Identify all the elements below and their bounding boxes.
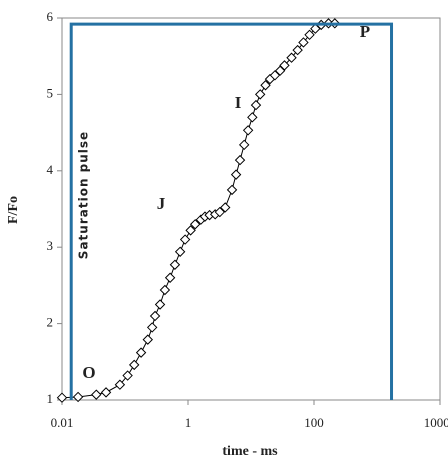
- y-tick-label: 5: [47, 85, 54, 100]
- annotation: P: [360, 22, 370, 41]
- data-point: [174, 246, 186, 257]
- x-tick-label: 0.01: [51, 415, 74, 430]
- data-point: [189, 219, 201, 230]
- y-tick-label: 6: [47, 9, 54, 24]
- data-point: [164, 272, 176, 283]
- data-point: [260, 80, 271, 91]
- data-point: [179, 234, 191, 245]
- y-tick-label: 1: [47, 391, 54, 406]
- data-point: [247, 112, 258, 123]
- data-point: [159, 284, 171, 296]
- data-point: [238, 139, 250, 151]
- data-point: [304, 29, 315, 41]
- x-tick-label: 1: [185, 415, 192, 430]
- y-axis-title: F/Fo: [6, 196, 21, 224]
- data-point: [142, 334, 153, 345]
- annotation: O: [82, 363, 95, 382]
- data-point: [100, 387, 112, 398]
- data-line: [61, 22, 335, 399]
- data-point: [298, 37, 309, 48]
- data-point: [214, 206, 226, 218]
- data-point: [56, 392, 68, 403]
- x-tick-label: 10000: [424, 415, 448, 430]
- y-tick-label: 2: [47, 315, 54, 330]
- data-point: [230, 169, 242, 180]
- data-point: [72, 391, 84, 403]
- x-axis-title: time - ms: [222, 444, 278, 459]
- plot-frame: [61, 17, 441, 401]
- data-point: [269, 70, 281, 81]
- data-point: [234, 154, 246, 166]
- data-point: [250, 99, 262, 111]
- data-point: [286, 52, 297, 63]
- pulse-label: Saturation pulse: [77, 131, 91, 259]
- data-point: [292, 44, 303, 56]
- data-point: [114, 379, 126, 390]
- data-point: [128, 359, 140, 371]
- data-point: [242, 125, 254, 136]
- annotation: J: [157, 194, 166, 213]
- data-point: [122, 370, 133, 381]
- data-point: [220, 202, 231, 213]
- data-point: [169, 259, 181, 270]
- data-point: [135, 347, 147, 358]
- data-point: [185, 225, 196, 236]
- y-tick-label: 4: [47, 162, 54, 177]
- data-point: [279, 60, 290, 71]
- x-tick-label: 100: [304, 415, 324, 430]
- y-tick-label: 3: [47, 238, 54, 253]
- data-point: [226, 184, 238, 196]
- data-point: [254, 89, 266, 100]
- annotation: I: [235, 93, 242, 112]
- data-point: [154, 299, 166, 310]
- data-point: [149, 310, 161, 322]
- data-point: [91, 389, 102, 400]
- pulse-line: [69, 22, 394, 400]
- data-point: [146, 322, 158, 333]
